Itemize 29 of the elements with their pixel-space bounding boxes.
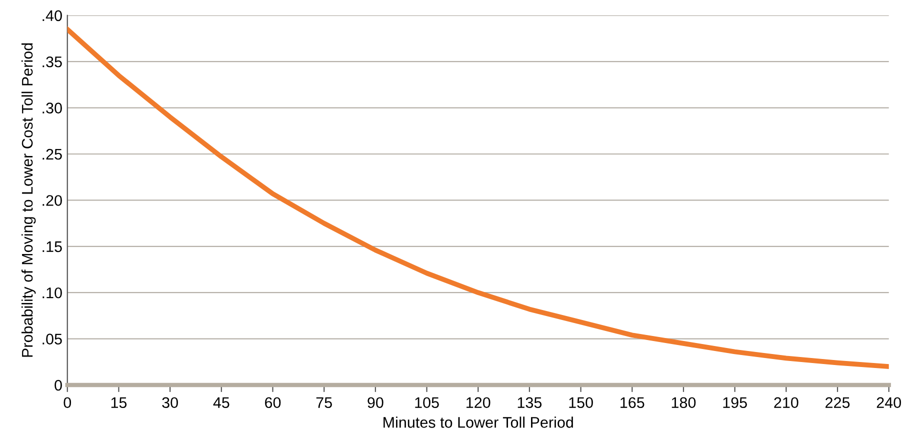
x-tick-label: 240 (876, 397, 901, 408)
y-tick-label: .25 (42, 148, 62, 160)
x-tick-label: 30 (162, 397, 178, 408)
y-tick-label: .05 (42, 334, 62, 344)
x-tick-label: 60 (265, 397, 281, 408)
x-tick-label: 195 (723, 397, 747, 408)
x-tick-label: 75 (316, 397, 332, 408)
x-tick-label: 15 (111, 397, 127, 408)
x-tick-label: 105 (415, 397, 439, 408)
y-tick-label: .20 (42, 195, 62, 206)
x-axis-title: Minutes to Lower Toll Period (384, 416, 573, 428)
y-tick-label: .35 (42, 56, 62, 68)
y-tick-label: 0 (54, 380, 62, 391)
y-tick-label: .40 (42, 10, 62, 22)
line-series (67, 26, 889, 369)
x-tick-label: 150 (569, 397, 593, 408)
x-tick-label: 225 (826, 397, 850, 408)
x-tick-label: 135 (518, 397, 542, 408)
x-tick-label: 90 (368, 397, 384, 408)
y-tick-label: .15 (42, 241, 62, 252)
x-tick-label: 165 (620, 397, 644, 408)
y-axis-title: Probability of Moving to Lower Cost Toll Period (21, 43, 36, 357)
y-tick-label: .30 (42, 102, 62, 114)
x-tick-label: 120 (466, 397, 490, 408)
x-tick-label: 180 (672, 397, 696, 408)
y-tick-label: .10 (42, 287, 62, 298)
x-tick-label: 0 (64, 397, 72, 408)
x-tick-label: 210 (774, 397, 798, 408)
x-tick-label: 45 (213, 397, 230, 408)
